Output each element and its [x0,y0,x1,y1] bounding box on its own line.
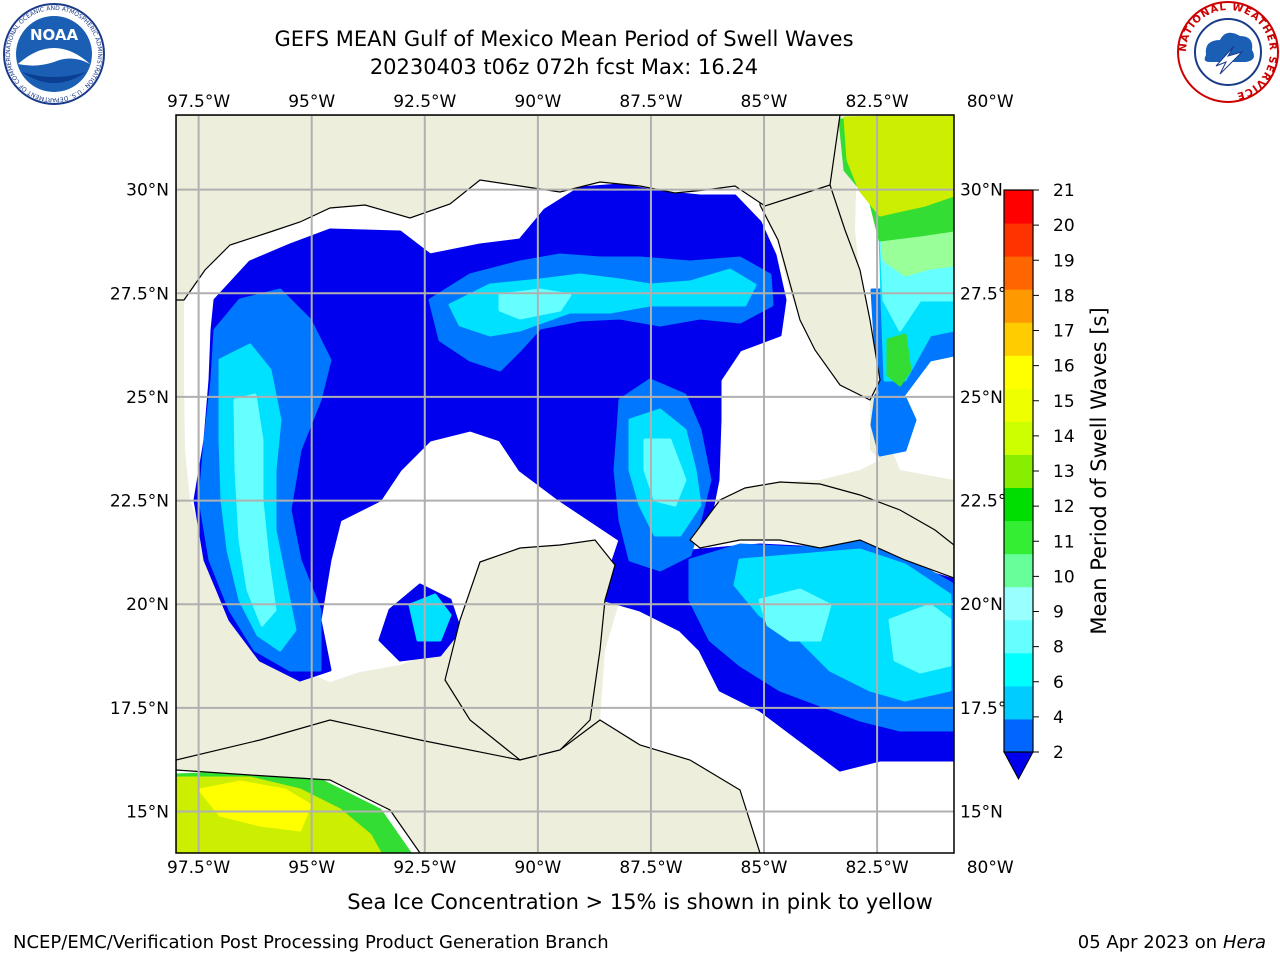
lon-label-top-5: 85°W [741,92,788,112]
colorbar-swatch-1 [1004,685,1033,720]
lon-label-top-2: 92.5°W [393,92,456,112]
yucatan-land [444,539,616,761]
colorbar-swatch-2 [1004,652,1033,687]
lon-label-bottom-5: 85°W [741,858,788,878]
colorbar-swatch-7 [1004,487,1033,522]
colorbar-tick-label-14: 19 [1053,251,1075,271]
colorbar-swatch-6 [1004,520,1033,555]
noaa-logo-text: NOAA [30,26,79,44]
colorbar-swatch-16 [1004,190,1033,224]
lon-label-bottom-2: 92.5°W [393,858,456,878]
host-name: Hera [1222,932,1266,953]
lat-label-left-2: 25°N [126,388,169,408]
lat-label-left-0: 30°N [126,181,169,201]
nws-logo: NATIONAL WEATHER SERVICE [1177,1,1279,103]
lat-label-left-3: 22.5°N [110,492,169,512]
swell-lightcyan-west [233,393,277,627]
colorbar-under-arrow [1003,751,1034,781]
colorbar-swatch-8 [1004,454,1033,489]
colorbar-tick-label-6: 11 [1053,532,1075,552]
colorbar-swatch-12 [1004,322,1033,356]
lat-label-right-4: 20°N [960,595,1003,615]
lat-label-right-6: 15°N [960,803,1003,823]
map-title: GEFS MEAN Gulf of Mexico Mean Period of … [274,27,854,51]
cuba-land [689,481,954,579]
map-area [176,115,954,853]
colorbar-tick-label-8: 13 [1053,462,1075,482]
colorbar-swatch-11 [1004,355,1033,389]
lat-label-left-6: 15°N [126,803,169,823]
swell-cyan-bay [408,593,452,642]
swell-yellow-pacific [198,780,312,832]
central-america-land [176,719,761,853]
swell-cyan-central [448,268,757,337]
lat-label-left-1: 27.5°N [110,284,169,304]
lon-label-top-1: 95°W [288,92,335,112]
date-stamp: 05 Apr 2023 on Hera [1077,932,1266,953]
colorbar-tick-label-2: 6 [1053,673,1064,693]
lon-label-top-0: 97.5°W [167,92,230,112]
swell-lightcyan-caribbean-east [888,603,952,674]
lat-label-right-0: 30°N [960,181,1003,201]
map-frame [175,114,955,854]
noaa-logo: NOAA NATIONAL OCEANIC AND ATMOSPHERIC AD… [2,2,105,105]
colorbar-tick-label-5: 10 [1053,567,1075,587]
colorbar-swatch-14 [1004,256,1033,290]
swell-cyan-caribbean [733,548,952,702]
colorbar-tick-label-16: 21 [1053,181,1075,201]
us-coast-land [176,115,841,301]
colorbar-tick-label-11: 16 [1053,357,1075,377]
colorbar-tick-label-13: 18 [1053,286,1075,306]
lon-label-bottom-3: 90°W [514,858,561,878]
colorbar-tick-label-3: 8 [1053,638,1064,658]
colorbar-tick-label-12: 17 [1053,322,1075,342]
swell-blue-keys [870,393,917,457]
colorbar-label: Mean Period of Swell Waves [s] [1087,307,1111,634]
swell-lightcyan-east [643,438,687,507]
lat-label-left-5: 17.5°N [110,699,169,719]
lat-label-right-2: 25°N [960,388,1003,408]
swell-lightcyan-central [498,288,572,320]
colorbar-tick-label-15: 20 [1053,216,1075,236]
colorbar-swatch-13 [1004,289,1033,323]
lon-label-top-4: 87.5°W [619,92,682,112]
credit-text: NCEP/EMC/Verification Post Processing Pr… [13,932,609,953]
colorbar-swatch-5 [1004,553,1033,588]
colorbar-swatch-15 [1004,223,1033,257]
lon-label-top-7: 80°W [967,92,1014,112]
swell-lightcyan-caribbean [758,588,832,642]
colorbar-swatch-10 [1004,388,1033,422]
colorbar-tick-label-9: 14 [1053,427,1075,447]
lon-label-bottom-4: 87.5°W [619,858,682,878]
lon-label-bottom-0: 97.5°W [167,858,230,878]
lon-label-bottom-6: 82.5°W [846,858,909,878]
colorbar-tick-label-7: 12 [1053,497,1075,517]
colorbar-swatch-3 [1004,619,1033,654]
colorbar-tick-label-4: 9 [1053,603,1064,623]
colorbar-swatch-9 [1004,421,1033,455]
lon-label-top-6: 82.5°W [846,92,909,112]
lon-label-bottom-1: 95°W [288,858,335,878]
colorbar-swatch-0 [1004,718,1033,753]
colorbar-tick-label-0: 2 [1053,743,1064,763]
lon-label-bottom-7: 80°W [967,858,1014,878]
colorbar-tick-label-1: 4 [1053,708,1064,728]
sea-ice-note: Sea Ice Concentration > 15% is shown in … [347,890,933,914]
map-subtitle: 20230403 t06z 072h fcst Max: 16.24 [369,55,759,79]
colorbar-tick-label-10: 15 [1053,392,1075,412]
lat-label-left-4: 20°N [126,595,169,615]
swell-green-patch [886,333,912,387]
colorbar-swatch-4 [1004,586,1033,621]
lon-label-top-3: 90°W [514,92,561,112]
